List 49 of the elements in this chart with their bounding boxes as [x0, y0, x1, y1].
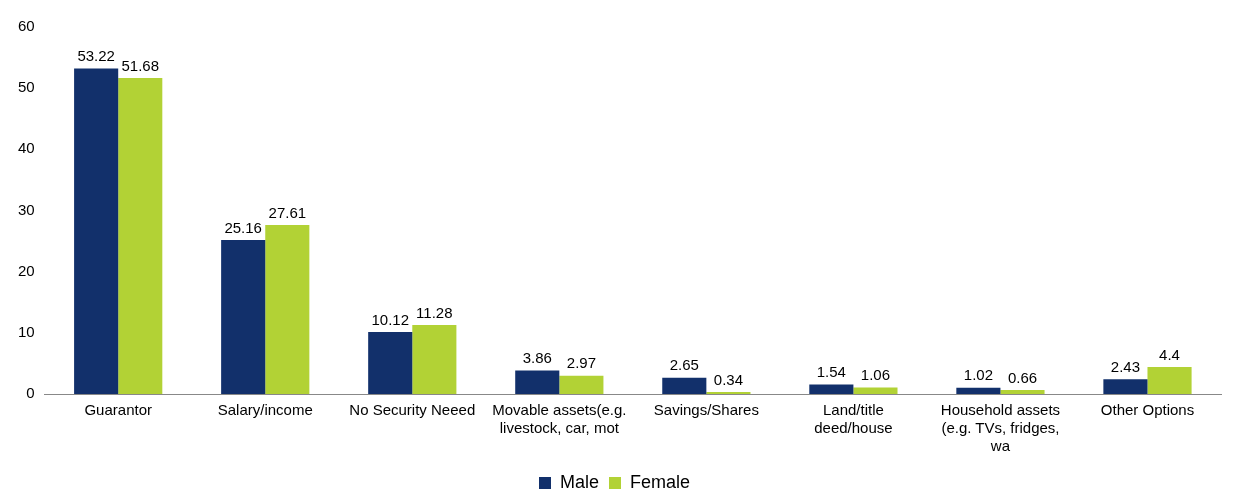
data-label: 1.54	[816, 363, 846, 381]
data-label: 3.86	[522, 349, 552, 367]
y-tick-label: 0	[26, 384, 35, 402]
bar	[809, 384, 854, 394]
data-label: 2.65	[669, 356, 699, 374]
data-label: 2.43	[1110, 357, 1141, 375]
data-label: 51.68	[121, 56, 160, 74]
x-tick-label: Other Options	[1100, 401, 1195, 419]
data-label: 25.16	[224, 218, 262, 236]
y-tick-label: 30	[18, 200, 35, 218]
y-tick-label: 10	[18, 322, 35, 340]
data-label: 10.12	[371, 310, 409, 328]
data-label: 53.22	[77, 47, 115, 65]
data-label: 11.28	[416, 303, 453, 321]
x-tick-label: Guarantor	[84, 401, 152, 419]
data-label: 27.61	[268, 203, 307, 221]
bar	[515, 370, 560, 394]
bar	[1103, 379, 1148, 394]
x-tick-label: No Security Neeed	[349, 401, 476, 419]
bar	[412, 325, 457, 394]
data-label: 2.97	[566, 354, 596, 372]
x-tick-label: Savings/Shares	[653, 401, 759, 419]
y-tick-label: 60	[18, 17, 35, 35]
bar	[368, 332, 413, 394]
bar	[956, 387, 1001, 394]
bar	[662, 377, 707, 394]
bar	[1147, 367, 1192, 394]
bar	[1000, 389, 1045, 394]
bar	[74, 68, 119, 394]
x-tick-label: Land/title deed/house	[814, 401, 893, 437]
bar	[559, 375, 604, 394]
x-tick-label: Household assets (e.g. TVs, fridges, wa	[940, 401, 1061, 455]
bar	[221, 240, 266, 394]
bar	[706, 391, 751, 394]
x-tick-label: Movable assets(e.g. livestock, car, mot	[492, 401, 627, 437]
bar	[118, 77, 163, 394]
y-tick-label: 40	[18, 139, 35, 157]
bar	[853, 387, 898, 394]
legend-label: Female	[630, 471, 691, 492]
data-label: 0.34	[713, 370, 744, 388]
data-label: 0.66	[1007, 368, 1038, 386]
data-label: 1.02	[963, 366, 993, 384]
data-label: 1.06	[860, 366, 891, 384]
y-tick-label: 50	[18, 78, 35, 96]
y-tick-label: 20	[18, 261, 35, 279]
bar	[265, 225, 310, 394]
legend-label: Male	[559, 471, 599, 492]
data-label: 4.4	[1159, 345, 1180, 363]
x-tick-label: Salary/income	[217, 401, 313, 419]
